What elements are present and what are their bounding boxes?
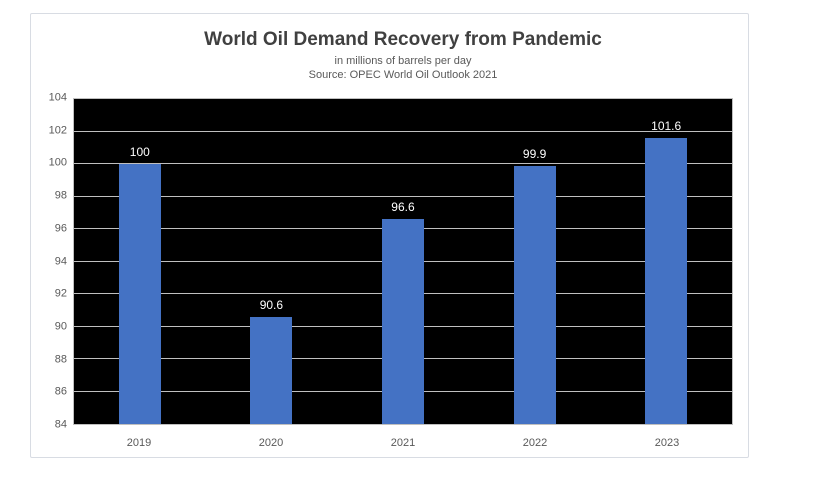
chart-source: Source: OPEC World Oil Outlook 2021	[308, 69, 498, 81]
y-tick-label-96: 96	[54, 222, 67, 235]
gridline-102	[74, 130, 732, 132]
bar-slot-2023: 101.6	[600, 99, 732, 424]
chart-subtitle: in millions of barrels per day	[334, 55, 472, 67]
x-tick-label-2020: 2020	[258, 437, 284, 449]
bar-value-label-2019: 100	[129, 145, 150, 159]
gridline-98	[74, 195, 732, 197]
bar-2022	[513, 165, 556, 424]
x-axis: 2019 2020 2021 2022 2023	[73, 431, 733, 449]
x-tick-label-2021: 2021	[390, 437, 416, 449]
bar-series: 100 90.6 96.6 99.9 101.6	[74, 99, 732, 424]
y-tick-label-90: 90	[54, 320, 67, 333]
y-tick-label-88: 88	[54, 353, 67, 366]
y-tick-label-86: 86	[54, 385, 67, 398]
y-tick-label-104: 104	[48, 91, 67, 104]
x-tick-label-2019: 2019	[126, 437, 152, 449]
y-axis: 84 86 88 90 92 94 96 98 100 102 104	[31, 92, 67, 430]
bar-value-label-2020: 90.6	[259, 297, 284, 312]
bar-2021	[381, 219, 424, 424]
y-tick-label-98: 98	[54, 189, 67, 202]
bar-slot-2020: 90.6	[206, 99, 338, 424]
x-tick-label-2022: 2022	[522, 437, 548, 449]
bar-2019	[118, 164, 161, 424]
plot-area: 100 90.6 96.6 99.9 101.6	[73, 98, 733, 425]
bar-slot-2022: 99.9	[469, 99, 601, 424]
bar-2020	[250, 316, 293, 424]
bar-value-label-2023: 101.6	[651, 119, 682, 133]
y-tick-label-92: 92	[54, 287, 67, 300]
y-tick-label-102: 102	[48, 124, 67, 137]
y-tick-label-94: 94	[54, 255, 67, 267]
chart-header: World Oil Demand Recovery from Pandemic …	[73, 14, 733, 81]
y-tick-label-100: 100	[48, 156, 67, 169]
chart-title: World Oil Demand Recovery from Pandemic	[204, 29, 602, 50]
bar-value-label-2021: 96.6	[391, 200, 415, 215]
bar-slot-2019: 100	[74, 99, 206, 424]
y-tick-label-84: 84	[54, 418, 67, 431]
bar-value-label-2022: 99.9	[522, 146, 547, 161]
x-tick-label-2023: 2023	[654, 437, 680, 449]
chart-frame: World Oil Demand Recovery from Pandemic …	[30, 13, 749, 458]
bar-2023	[645, 138, 688, 424]
gridline-100	[74, 163, 732, 164]
bar-slot-2021: 96.6	[337, 99, 469, 424]
